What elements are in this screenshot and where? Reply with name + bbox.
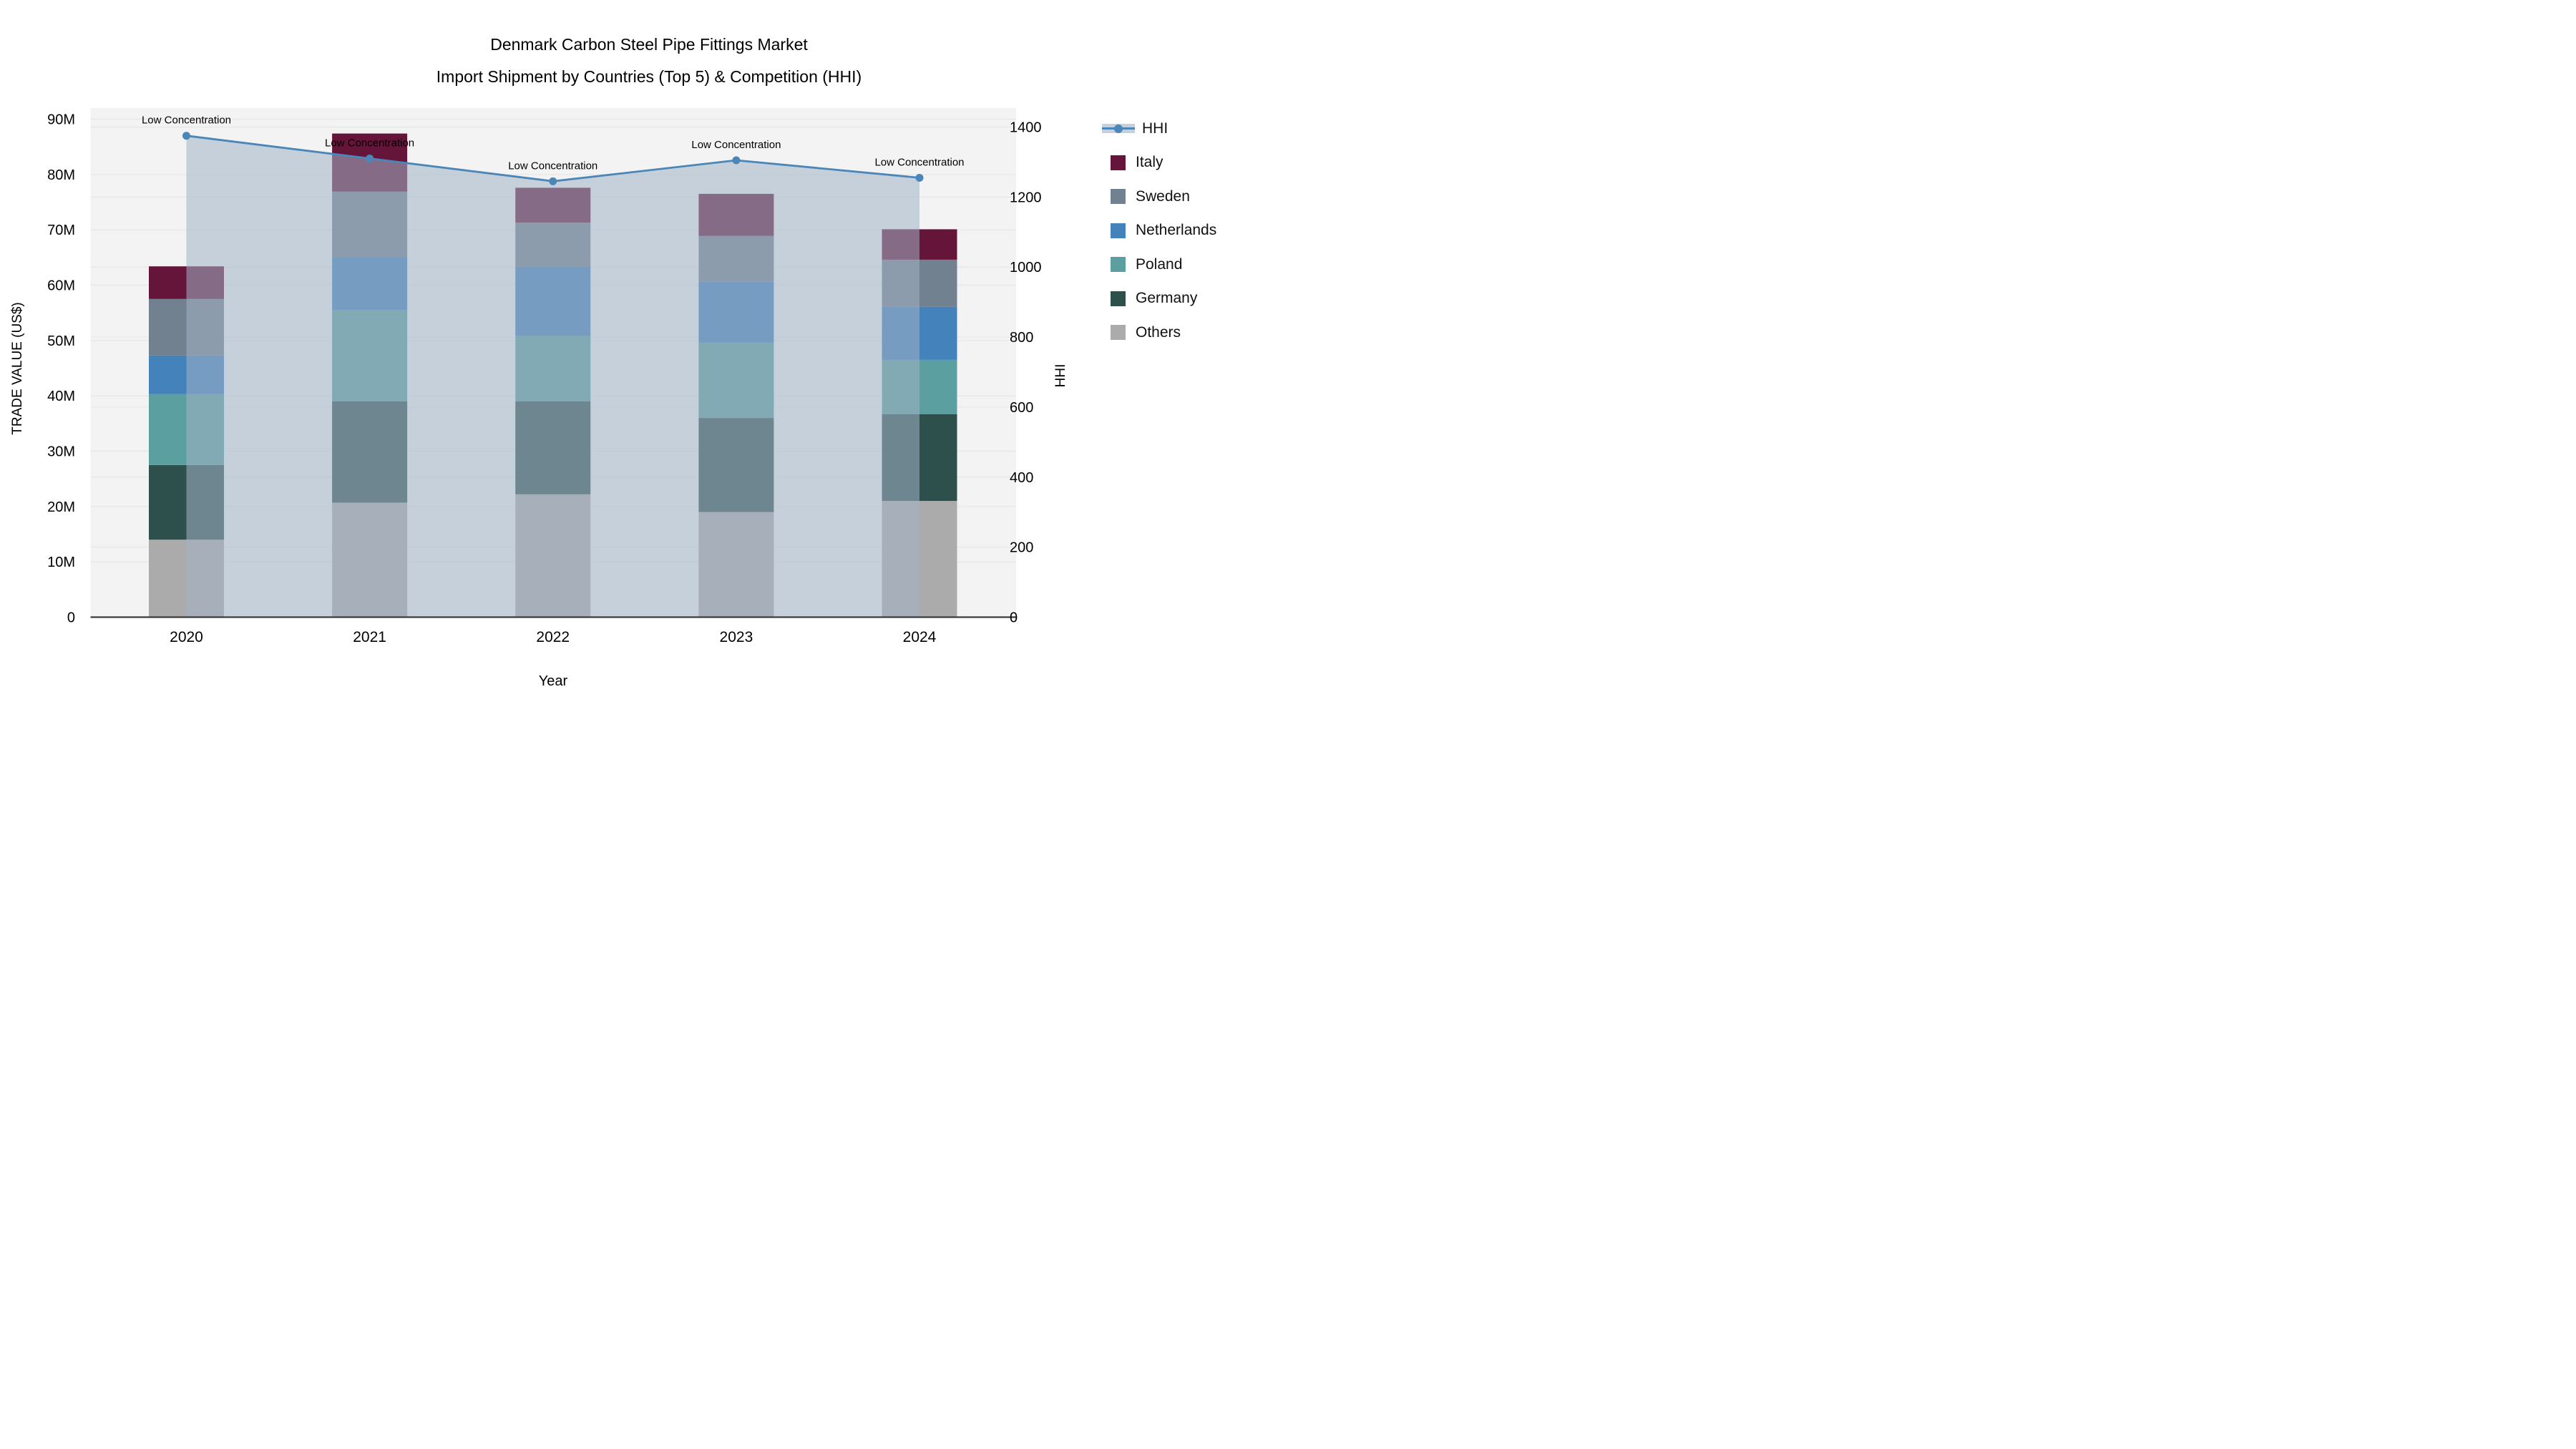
hhi-marker-2021 (366, 155, 374, 163)
y-right-tick-label: 400 (1010, 470, 1033, 486)
legend-swatch-sweden (1111, 189, 1126, 205)
hhi-marker-2022 (549, 177, 557, 185)
legend-hhi-line-icon (1102, 124, 1135, 134)
annotation-2020: Low Concentration (142, 114, 231, 127)
y-axis-right-title: HHI (1053, 364, 1068, 388)
annotation-2024: Low Concentration (874, 156, 964, 168)
legend-label: Sweden (1136, 187, 1190, 205)
y-left-tick-label: 0 (67, 610, 75, 626)
legend-item-others: Others (1102, 316, 1216, 350)
y-left-tick-label: 40M (47, 389, 75, 404)
y-left-tick-label: 50M (47, 333, 75, 349)
legend-item-italy: Italy (1102, 146, 1216, 180)
legend-item-sweden: Sweden (1102, 180, 1216, 214)
y-left-tick-label: 80M (47, 167, 75, 183)
hhi-marker-2023 (732, 156, 741, 165)
legend-swatch-others (1111, 325, 1126, 341)
y-left-tick-label: 20M (47, 499, 75, 515)
chart-title-line1: Denmark Carbon Steel Pipe Fittings Marke… (490, 35, 808, 54)
legend-item-netherlands: Netherlands (1102, 214, 1216, 248)
y-right-tick-label: 600 (1010, 400, 1033, 416)
chart-title-line2: Import Shipment by Countries (Top 5) & C… (436, 67, 862, 86)
x-tick-label: 2021 (353, 629, 386, 645)
y-right-tick-label: 1400 (1010, 120, 1042, 136)
legend-label: Others (1136, 323, 1181, 341)
legend-swatch-netherlands (1111, 223, 1126, 238)
figure: Denmark Carbon Steel Pipe Fittings Marke… (0, 0, 1288, 725)
legend-label: Netherlands (1136, 222, 1217, 239)
x-tick-label: 2022 (536, 629, 570, 645)
y-right-tick-label: 200 (1010, 540, 1033, 556)
y-left-tick-label: 10M (47, 555, 75, 570)
legend-label: HHI (1142, 119, 1169, 137)
hhi-marker-2020 (182, 132, 190, 140)
x-axis-title: Year (539, 673, 568, 689)
y-axis-left-title: TRADE VALUE (US$) (10, 302, 25, 434)
y-right-tick-label: 0 (1010, 610, 1018, 626)
y-left-tick-label: 60M (47, 278, 75, 294)
legend-item-hhi: HHI (1102, 112, 1216, 146)
legend-item-germany: Germany (1102, 282, 1216, 316)
chart-canvas: Low Concentration Low Concentration Low Co… (10, 108, 1068, 689)
hhi-marker-2024 (915, 173, 924, 182)
legend-item-poland: Poland (1102, 248, 1216, 282)
y-right-tick-label: 800 (1010, 330, 1033, 346)
legend-swatch-poland (1111, 257, 1126, 273)
hhi-area-fill (186, 135, 919, 618)
annotation-2023: Low Concentration (691, 139, 781, 151)
y-right-tick-label: 1000 (1010, 260, 1042, 275)
y-left-tick-label: 90M (47, 112, 75, 128)
legend-label: Poland (1136, 255, 1183, 273)
y-left-tick-label: 70M (47, 223, 75, 238)
legend-label: Germany (1136, 290, 1198, 307)
x-tick-label: 2020 (170, 629, 203, 645)
legend-swatch-germany (1111, 291, 1126, 306)
y-right-tick-label: 1200 (1010, 190, 1042, 205)
legend-swatch-italy (1111, 155, 1126, 170)
legend: HHI Italy Sweden Netherlands Poland Germany Ot… (1102, 112, 1216, 350)
annotation-2022: Low Concentration (508, 160, 597, 172)
legend-label: Italy (1136, 154, 1163, 171)
x-tick-label: 2023 (720, 629, 753, 645)
y-left-tick-label: 30M (47, 444, 75, 460)
annotation-2021: Low Concentration (325, 137, 414, 150)
chart-title: Denmark Carbon Steel Pipe Fittings Marke… (0, 29, 1288, 93)
x-tick-label: 2024 (903, 629, 937, 645)
